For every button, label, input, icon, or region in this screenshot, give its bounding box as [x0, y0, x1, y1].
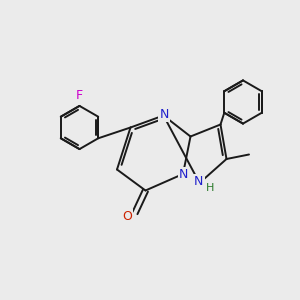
Text: N: N — [159, 108, 169, 121]
Text: H: H — [206, 183, 214, 194]
Text: N: N — [179, 167, 188, 181]
Text: N: N — [194, 175, 204, 188]
Text: O: O — [123, 210, 132, 223]
Text: F: F — [76, 89, 83, 102]
